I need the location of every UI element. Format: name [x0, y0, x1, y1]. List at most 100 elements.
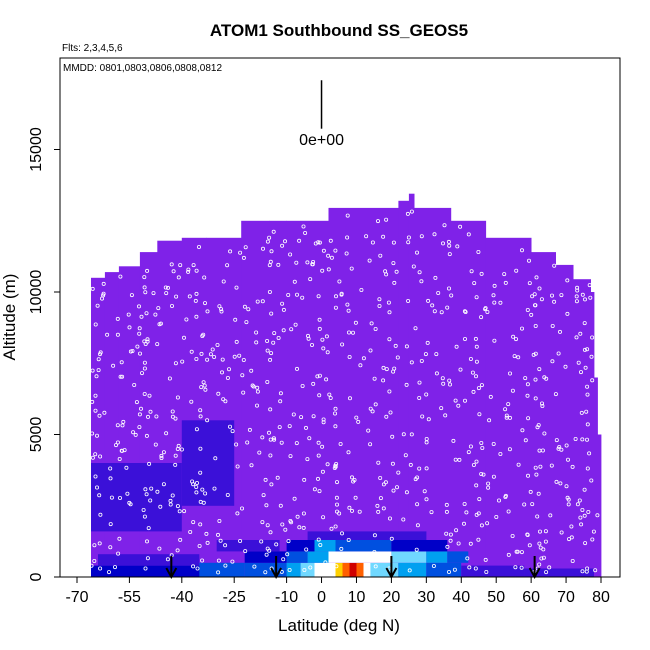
sample-point [117, 456, 122, 461]
sample-point [582, 513, 587, 518]
sample-point [321, 420, 326, 425]
sample-point [268, 357, 273, 362]
sample-point [424, 497, 429, 502]
sample-point [217, 519, 222, 524]
sample-point [507, 371, 512, 376]
sample-point [540, 403, 545, 408]
sample-point [339, 292, 344, 297]
sample-point [308, 277, 313, 282]
sample-point [305, 457, 310, 462]
sample-point [502, 272, 507, 277]
sample-point [239, 506, 244, 511]
sample-point [182, 509, 187, 514]
sample-point [346, 308, 351, 313]
colorbar-label: 0e+00 [299, 132, 344, 149]
sample-point [294, 441, 299, 446]
sample-point [544, 376, 549, 381]
sample-point [194, 356, 199, 361]
sample-points [89, 209, 600, 575]
sample-point [381, 506, 386, 511]
sample-point [243, 245, 248, 250]
x-tick-label: 60 [522, 589, 540, 606]
sample-point [317, 489, 322, 494]
enhancement-cell-13 [363, 562, 371, 578]
sample-point [539, 556, 544, 561]
sample-point [353, 320, 358, 325]
sample-point [175, 446, 180, 451]
sample-point [225, 492, 230, 497]
sample-point [353, 495, 358, 500]
sample-point [168, 502, 173, 507]
sample-point [145, 556, 150, 561]
sample-point [328, 238, 333, 243]
sample-point [381, 365, 386, 370]
sample-point [271, 436, 276, 441]
sample-point [345, 213, 350, 218]
sample-point [526, 473, 531, 478]
sample-point [205, 540, 210, 545]
sample-point [226, 367, 231, 372]
sample-point [413, 477, 418, 482]
sample-point [533, 465, 538, 470]
sample-point [200, 333, 205, 338]
sample-point [595, 513, 600, 518]
sample-point [321, 346, 326, 351]
y-tick-label: 10000 [28, 270, 45, 315]
sample-point [301, 511, 306, 516]
sample-point [143, 341, 148, 346]
sample-point [202, 275, 207, 280]
sample-point [184, 317, 189, 322]
sample-point [329, 526, 334, 531]
enhancement-cell-10 [342, 562, 350, 578]
sample-point [170, 414, 175, 419]
sample-point [198, 499, 203, 504]
sample-point [93, 393, 98, 398]
sample-point [175, 548, 180, 553]
enhancement-cell-22 [447, 551, 469, 563]
sample-point [354, 415, 359, 420]
sample-point [153, 442, 158, 447]
sample-point [271, 340, 276, 345]
sample-point [155, 342, 160, 347]
sample-point [367, 258, 372, 263]
sample-point [317, 393, 322, 398]
sample-point [415, 502, 420, 507]
sample-point [393, 343, 398, 348]
sample-point [462, 336, 467, 341]
sample-point [115, 423, 120, 428]
sample-point [334, 564, 339, 569]
enhancement-cell-4 [244, 551, 287, 563]
sample-point [486, 481, 491, 486]
sample-point [455, 244, 460, 249]
sample-point [313, 241, 318, 246]
enhancement-cell-17 [286, 551, 308, 563]
sample-point [259, 539, 264, 544]
sample-point [265, 523, 270, 528]
sample-point [175, 504, 180, 509]
sample-point [453, 457, 458, 462]
sample-point [286, 292, 291, 297]
sample-point [370, 409, 375, 414]
sample-point [351, 479, 356, 484]
sample-point [147, 393, 152, 398]
sample-point [108, 545, 113, 550]
sample-point [278, 399, 283, 404]
sample-point [451, 438, 456, 443]
enhancement-cell-28 [461, 565, 525, 577]
sample-point [479, 383, 484, 388]
sample-point [510, 388, 515, 393]
curtain-column-11 [398, 200, 410, 578]
y-axis: 0 5000 10000 15000 [28, 58, 61, 581]
sample-point [288, 454, 293, 459]
sample-point [527, 543, 532, 548]
sample-point [305, 333, 310, 338]
enhancement-cell-23 [286, 540, 315, 552]
sample-point [471, 389, 476, 394]
sample-point [543, 529, 548, 534]
sample-point [525, 393, 530, 398]
sample-point [441, 381, 446, 386]
sample-point [158, 321, 163, 326]
sample-point [406, 235, 411, 240]
sample-point [506, 552, 511, 557]
x-tick-label: -10 [275, 589, 298, 606]
